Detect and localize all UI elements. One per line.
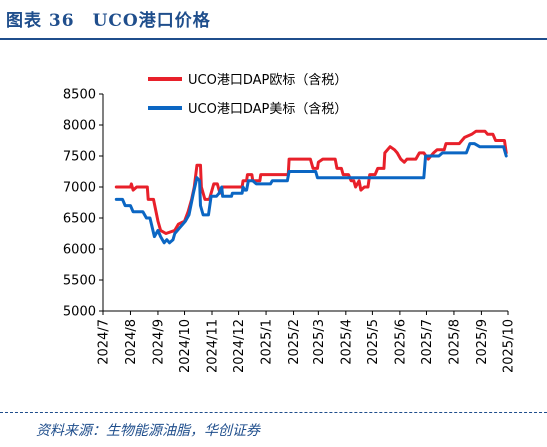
x-tick-label: 2024/8 <box>124 319 139 365</box>
series-layer <box>114 129 508 245</box>
x-tick-label: 2025/4 <box>339 319 354 365</box>
x-tick-label: 2025/8 <box>447 319 462 365</box>
x-tick-label: 2025/7 <box>420 319 435 365</box>
legend-label-eu-standard: UCO港口DAP欧标（含税） <box>188 72 347 88</box>
y-tick-label: 5000 <box>63 305 96 320</box>
axes-layer: 5000 5500 6000 6500 7000 7500 8000 8500 2024/7 20… <box>63 88 517 374</box>
series-line-us-standard <box>114 142 508 245</box>
x-tick-label: 2024/9 <box>151 319 166 365</box>
x-tick-label: 2024/10 <box>178 319 193 373</box>
x-tick-label: 2025/1 <box>260 319 275 365</box>
y-tick-label: 6500 <box>63 212 96 227</box>
y-tick-label: 8500 <box>63 88 96 103</box>
x-tick-label: 2024/7 <box>97 319 112 365</box>
x-tick-label: 2025/2 <box>287 319 302 365</box>
x-tick-label: 2025/6 <box>393 319 408 365</box>
y-tick-label: 7000 <box>63 181 96 196</box>
footer-divider <box>0 412 547 413</box>
y-tick-label: 8000 <box>63 119 96 134</box>
x-tick-label: 2025/5 <box>366 319 381 365</box>
x-tick-label: 2025/10 <box>502 319 517 373</box>
x-tick-label: 2024/11 <box>206 319 221 373</box>
y-tick-label: 7500 <box>63 150 96 165</box>
series-line-eu-standard <box>114 129 508 235</box>
x-tick-label: 2024/12 <box>232 319 247 373</box>
figure-header: 图表 36 UCO港口价格 <box>0 0 547 40</box>
source-note: 资料来源：生物能源油脂，华创证券 <box>36 423 260 439</box>
figure-title: 图表 36 UCO港口价格 <box>6 11 211 31</box>
x-tick-label: 2025/3 <box>312 319 327 365</box>
line-chart: UCO港口DAP欧标（含税） UCO港口DAP美标（含税） 5000 5500 600… <box>63 72 517 374</box>
y-tick-label: 6000 <box>63 243 96 258</box>
legend-label-us-standard: UCO港口DAP美标（含税） <box>188 101 347 117</box>
x-tick-label: 2025/9 <box>475 319 490 365</box>
legend: UCO港口DAP欧标（含税） UCO港口DAP美标（含税） <box>148 72 347 117</box>
y-tick-label: 5500 <box>63 274 96 289</box>
